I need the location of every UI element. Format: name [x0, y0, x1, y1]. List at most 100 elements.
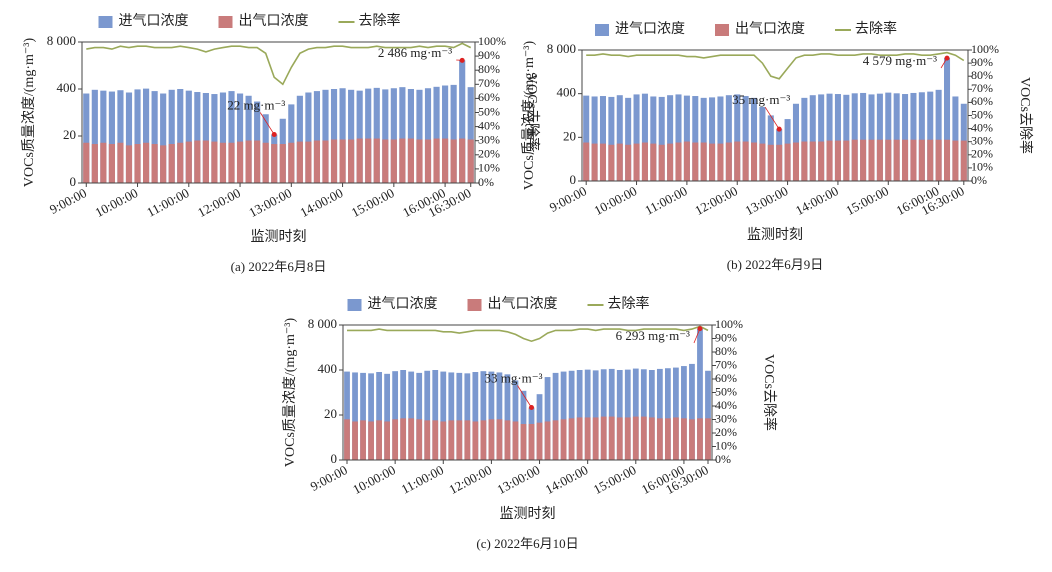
x-axis-label: 监测时刻: [251, 229, 307, 245]
y2-tick-label: 20%: [478, 147, 500, 161]
y2-tick-label: 70%: [715, 357, 737, 371]
bar: [92, 144, 98, 183]
bar: [860, 140, 866, 181]
bar: [751, 143, 757, 181]
bar: [464, 420, 470, 460]
bar: [877, 140, 883, 181]
bar: [305, 142, 311, 183]
bar: [810, 142, 816, 181]
bar: [521, 424, 527, 460]
bar: [768, 145, 774, 181]
bar: [785, 144, 791, 181]
y-tick-label: 20: [324, 406, 337, 421]
y2-tick-label: 60%: [478, 90, 500, 104]
bar: [667, 144, 673, 181]
legend-label: 去除率: [359, 12, 401, 29]
x-tick-label: 12:00:00: [692, 183, 740, 218]
bar: [254, 141, 260, 183]
bar: [280, 144, 286, 183]
x-tick-label: 9:00:00: [47, 185, 89, 217]
y2-tick-label: 70%: [971, 81, 993, 95]
bar: [701, 143, 707, 181]
y2-tick-label: 60%: [715, 371, 737, 385]
bar: [952, 141, 958, 181]
legend-label: 进气口浓度: [615, 21, 685, 37]
x-tick-label: 10:00:00: [591, 183, 639, 218]
y2-tick-label: 20%: [971, 147, 993, 161]
y2-tick-label: 40%: [971, 120, 993, 134]
y-axis-label: VOCs质量浓度/(mg·m⁻³): [521, 41, 537, 191]
x-axis-label: 监测时刻: [747, 227, 803, 243]
legend-swatch: [715, 24, 729, 36]
bar: [593, 417, 599, 460]
bar: [641, 417, 647, 460]
bar: [529, 424, 535, 460]
bar: [134, 144, 140, 183]
bar: [348, 140, 354, 183]
bar: [545, 421, 551, 460]
x-tick-label: 9:00:00: [547, 183, 589, 215]
bar: [675, 143, 681, 181]
bar: [709, 144, 715, 181]
bar: [927, 140, 933, 181]
bar: [416, 419, 422, 460]
bar: [961, 141, 967, 181]
x-tick-label: 13:00:00: [246, 185, 294, 220]
caption: (c) 2022年6月10日: [476, 536, 578, 551]
bar: [665, 418, 671, 460]
bar: [583, 143, 589, 181]
bar: [425, 140, 431, 183]
legend-label: 出气口浓度: [239, 13, 309, 29]
bar: [344, 419, 350, 460]
bar: [109, 144, 115, 183]
bar: [368, 421, 374, 460]
bar: [246, 141, 252, 183]
y-tick-label: 8 000: [547, 41, 576, 56]
bar: [705, 418, 711, 460]
y-axis-label: VOCs质量浓度/(mg·m⁻³): [282, 318, 298, 468]
y2-tick-label: 50%: [971, 107, 993, 121]
bar: [432, 420, 438, 460]
caption: (b) 2022年6月9日: [727, 257, 823, 272]
bar: [818, 142, 824, 181]
bar: [617, 144, 623, 181]
bar: [592, 144, 598, 181]
bar: [868, 140, 874, 181]
bar: [759, 144, 765, 181]
bar: [459, 139, 465, 183]
bar: [263, 143, 269, 183]
y2-axis-label: VOCs去除率: [1017, 77, 1034, 154]
y2-tick-label: 90%: [715, 330, 737, 344]
legend-swatch: [219, 16, 233, 28]
annotation: 22 mg·m⁻³: [227, 97, 285, 112]
y2-tick-label: 10%: [478, 161, 500, 175]
y2-tick-label: 0%: [478, 175, 494, 189]
x-tick-label: 10:00:00: [92, 185, 140, 220]
y2-tick-label: 30%: [971, 133, 993, 147]
bar: [776, 145, 782, 181]
y-tick-label: 0: [331, 451, 338, 466]
bar: [456, 420, 462, 460]
x-tick-label: 15:00:00: [843, 183, 891, 218]
bar: [203, 141, 209, 183]
annotation: 35 mg·m⁻³: [732, 92, 790, 107]
bar: [801, 142, 807, 181]
bar: [625, 145, 631, 181]
bar: [271, 144, 277, 183]
y2-tick-label: 40%: [478, 118, 500, 132]
legend-label: 去除率: [608, 295, 650, 312]
legend-label: 去除率: [855, 20, 897, 37]
y2-tick-label: 40%: [715, 398, 737, 412]
bar: [297, 142, 303, 183]
plot-frame: [82, 42, 475, 183]
x-tick-label: 13:00:00: [494, 462, 542, 497]
bar: [827, 141, 833, 181]
y-tick-label: 400: [57, 80, 77, 95]
bar: [726, 143, 732, 181]
y2-tick-label: 30%: [478, 132, 500, 146]
bar: [374, 139, 380, 183]
y2-tick-label: 90%: [971, 55, 993, 69]
plot-frame: [343, 325, 712, 460]
bar: [480, 420, 486, 460]
bar: [734, 142, 740, 181]
